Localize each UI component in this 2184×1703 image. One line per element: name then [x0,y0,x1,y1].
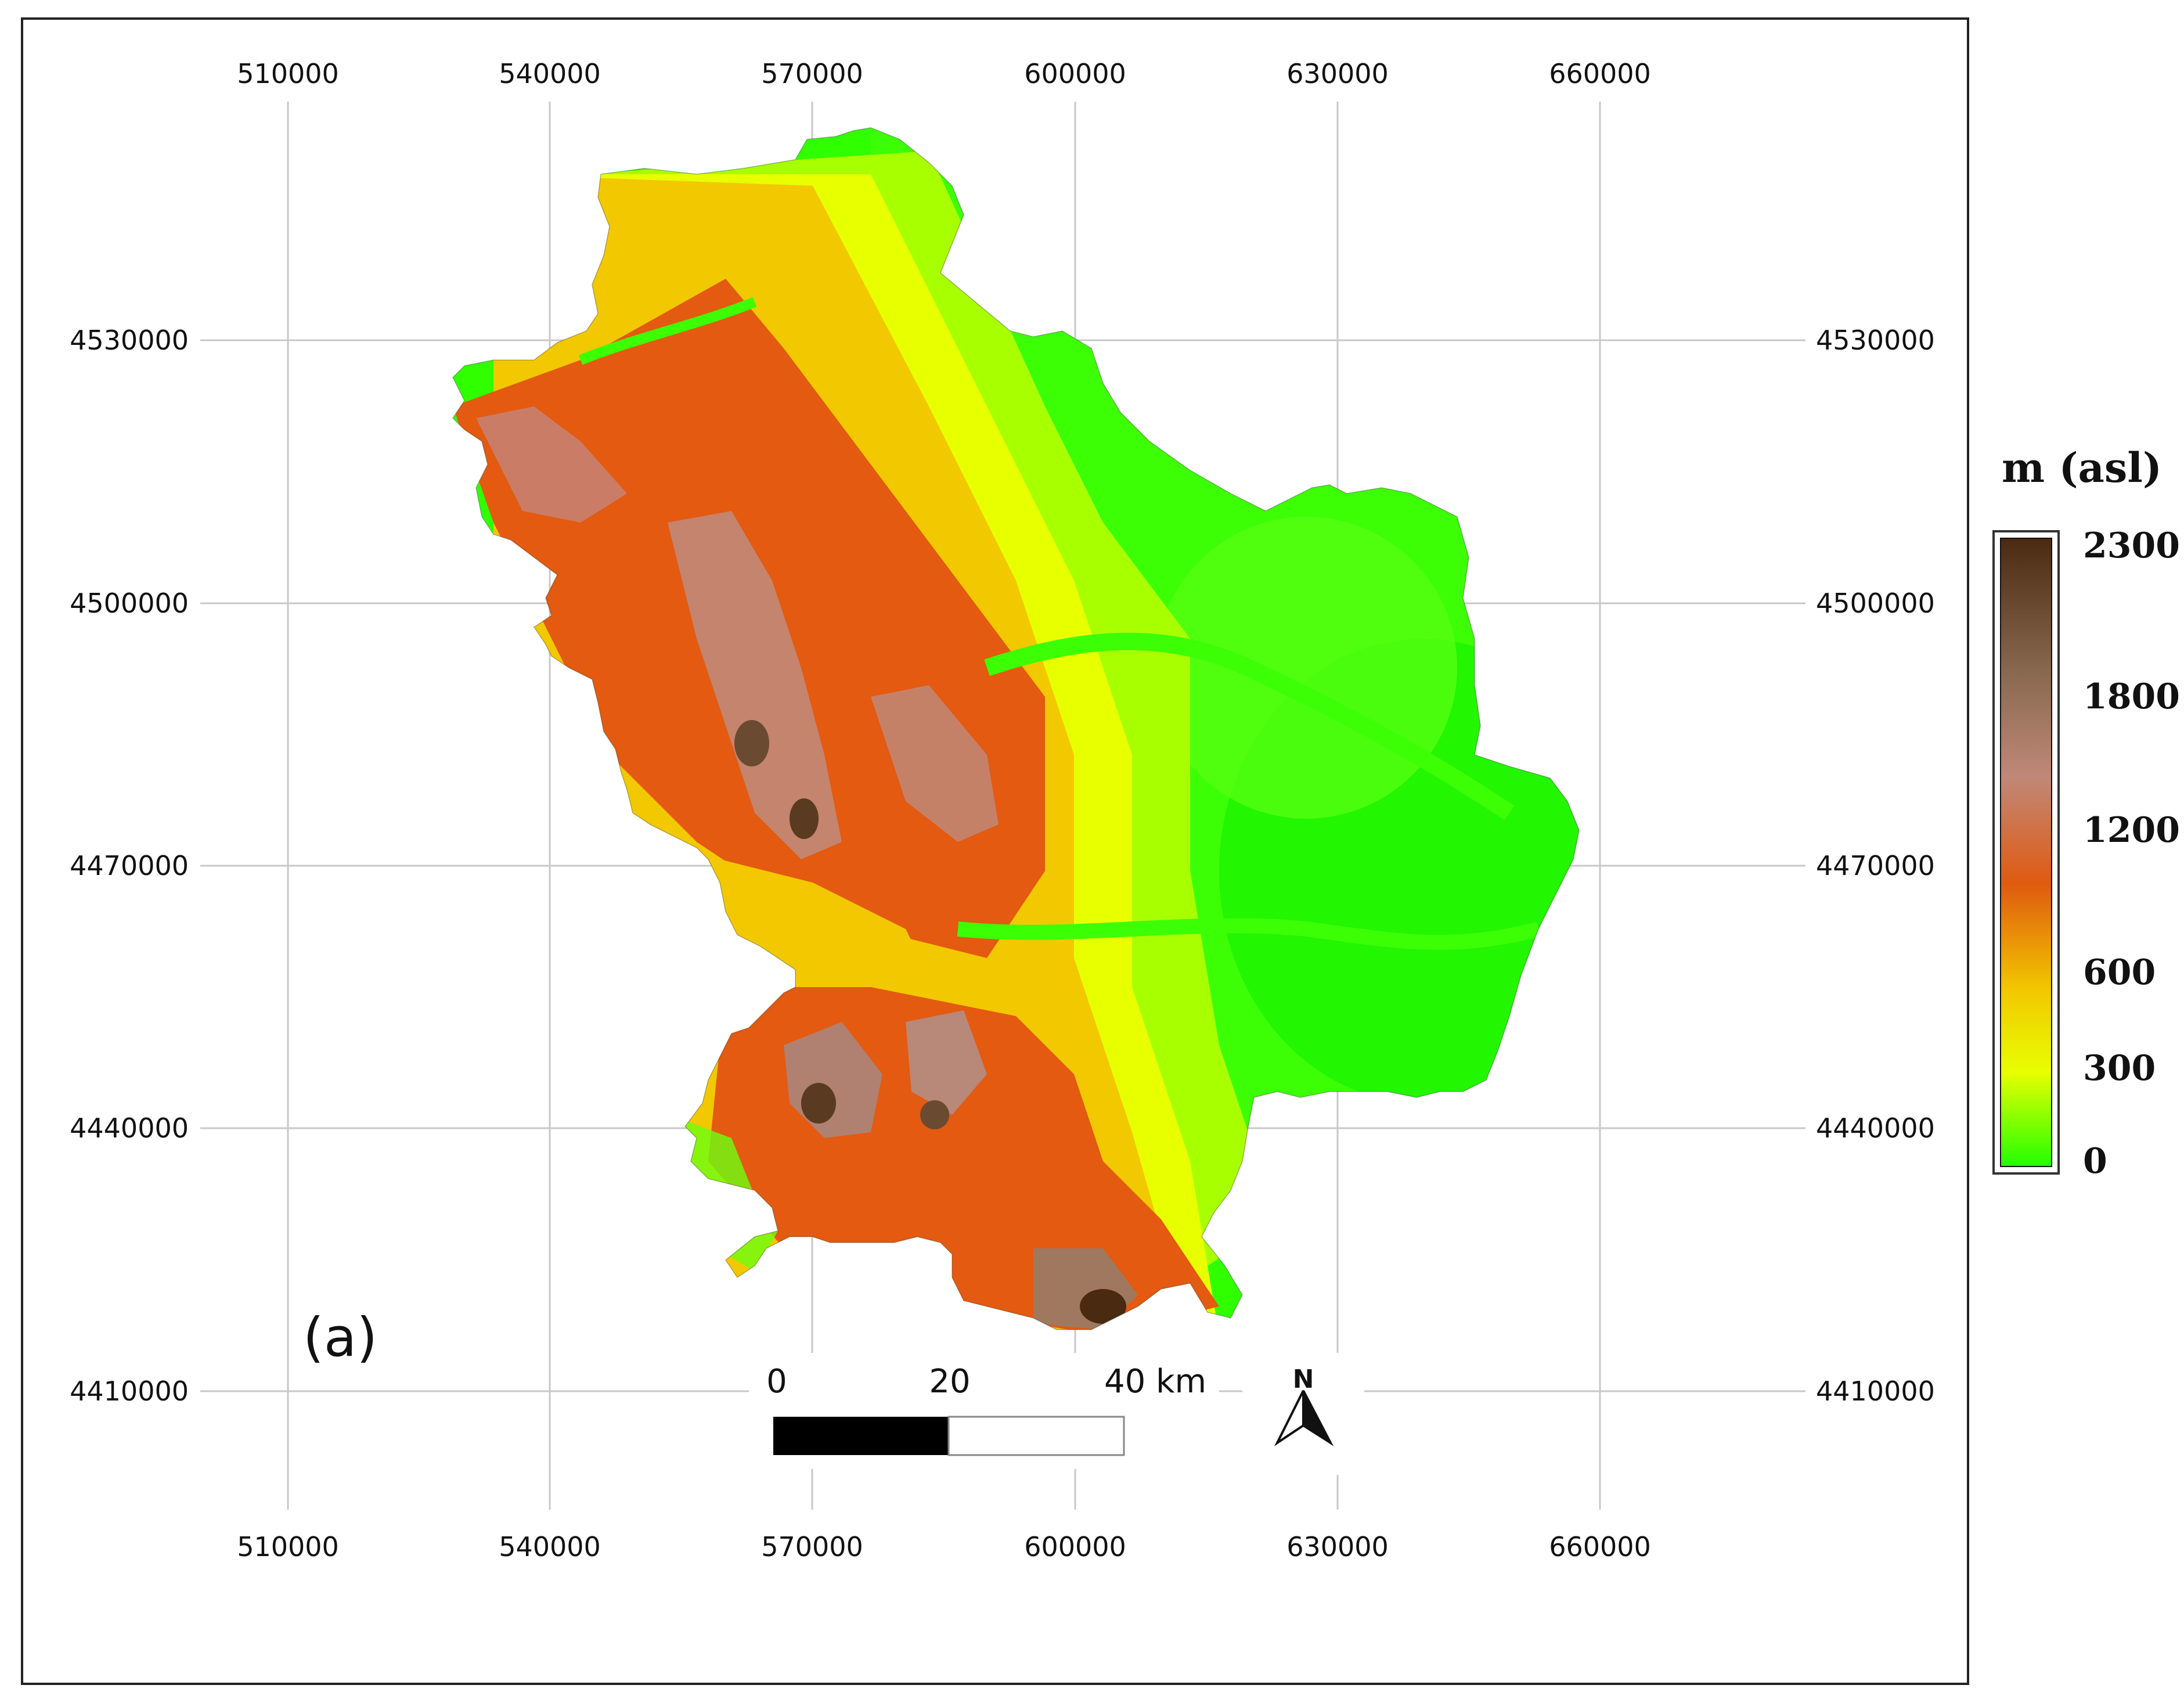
y-tick-label-right: 4470000 [1816,850,1935,881]
scale-bar-black-segment [773,1417,949,1455]
legend-labels: 2300 1800 1200 600 300 0 [2083,525,2180,1182]
map-frame [21,17,1969,1685]
x-tick-label-bottom: 510000 [237,1531,339,1562]
y-tick-labels-right: 4530000 4500000 4470000 4440000 4410000 [1816,325,1935,1407]
y-tick-label-right: 4440000 [1816,1112,1935,1144]
x-tick-label-top: 660000 [1549,58,1651,89]
region-elevation [452,127,1580,1330]
y-tick-label-right: 4530000 [1816,325,1935,356]
y-tick-label-left: 4410000 [70,1376,189,1407]
y-tick-label-left: 4440000 [70,1112,189,1144]
legend-title: m (asl) [2002,444,2162,492]
scale-label-20: 20 [929,1363,970,1400]
legend-frame [1992,530,2060,1175]
north-label: N [1293,1364,1314,1394]
x-tick-label-top: 570000 [761,58,863,89]
panel-label: (a) [303,1306,377,1369]
x-tick-label-bottom: 630000 [1286,1531,1389,1562]
x-tick-label-top: 630000 [1286,58,1389,89]
y-tick-label-left: 4470000 [70,850,189,881]
legend-label: 2300 [2083,525,2180,566]
x-tick-labels-top: 510000 540000 570000 600000 630000 660000 [237,58,1651,89]
x-tick-label-top: 510000 [237,58,339,89]
x-tick-label-bottom: 570000 [761,1531,863,1562]
legend-label: 600 [2083,952,2156,993]
elevation-legend: m (asl) 2300 1800 1200 600 300 0 [1992,444,2180,1182]
x-tick-label-bottom: 600000 [1024,1531,1126,1562]
y-tick-label-right: 4500000 [1816,588,1935,619]
y-tick-label-left: 4500000 [70,588,189,619]
legend-color-ramp [2000,538,2052,1167]
scale-label-0: 0 [766,1363,787,1400]
scale-bar: 0 20 40 km [749,1353,1219,1469]
y-tick-label-left: 4530000 [70,325,189,356]
x-tick-label-top: 540000 [499,58,601,89]
legend-label: 0 [2083,1141,2107,1182]
legend-label: 300 [2083,1048,2156,1089]
x-tick-label-top: 600000 [1024,58,1126,89]
x-tick-label-bottom: 540000 [499,1531,601,1562]
legend-label: 1200 [2083,810,2180,851]
north-arrow: N [1242,1353,1364,1475]
y-tick-labels-left: 4530000 4500000 4470000 4440000 4410000 [70,325,189,1407]
y-tick-label-right: 4410000 [1816,1376,1935,1407]
scale-label-40: 40 km [1104,1363,1206,1400]
x-tick-labels-bottom: 510000 540000 570000 600000 630000 660000 [237,1531,1651,1562]
legend-label: 1800 [2083,676,2180,717]
scale-bar-white-segment [947,1416,1125,1456]
x-tick-label-bottom: 660000 [1549,1531,1651,1562]
north-arrow-icon [1274,1390,1334,1446]
